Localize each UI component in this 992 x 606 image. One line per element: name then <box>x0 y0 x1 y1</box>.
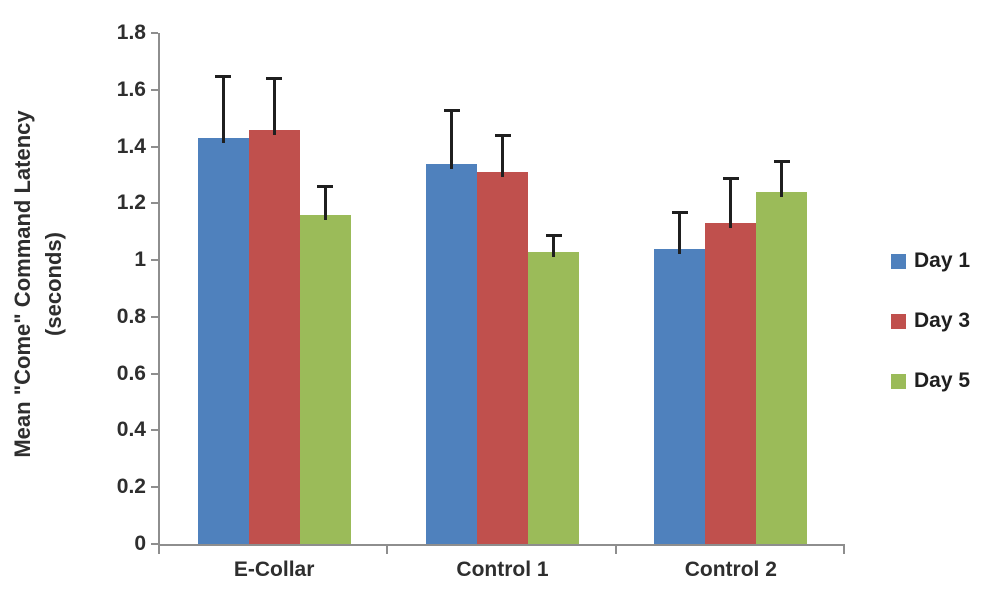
y-tick-label: 0 <box>134 532 146 555</box>
x-axis-line <box>158 544 845 546</box>
legend-label: Day 5 <box>914 369 971 392</box>
error-bar-line <box>450 109 453 169</box>
y-tick-label: 0.2 <box>116 475 146 499</box>
x-tick-mark <box>158 544 160 554</box>
bar-day3-e-collar <box>248 129 300 544</box>
y-tick-mark <box>151 315 158 318</box>
error-bar-line <box>678 211 682 254</box>
error-bar-cap <box>266 77 283 81</box>
x-tick-mark <box>386 544 389 554</box>
y-tick-label: 1.8 <box>116 21 146 44</box>
y-tick-mark <box>151 32 158 34</box>
legend-item-day-1: Day 1 <box>891 249 970 273</box>
y-tick-mark <box>151 543 158 545</box>
y-tick-mark <box>151 145 158 148</box>
bar-day3-control2 <box>705 223 757 544</box>
error-bar-line <box>272 78 276 135</box>
y-tick-mark <box>151 202 158 205</box>
y-axis-line <box>158 33 160 546</box>
error-bar-cap <box>494 134 511 138</box>
x-category-label: Control 2 <box>684 558 777 581</box>
error-bar-line <box>501 135 504 178</box>
y-tick-mark <box>151 486 158 489</box>
legend-item-day-5: Day 5 <box>891 369 970 393</box>
legend-label: Day 3 <box>914 309 971 332</box>
bar-day1-control1 <box>426 163 477 544</box>
bar-day3-control1 <box>477 172 528 544</box>
error-bar-line <box>221 75 225 144</box>
error-bar-cap <box>722 176 739 180</box>
y-tick-label: 0.6 <box>116 361 146 385</box>
y-tick-mark <box>151 429 158 432</box>
error-bar-cap <box>443 108 460 112</box>
error-bar-line <box>323 186 327 220</box>
error-bar-cap <box>545 233 562 237</box>
legend-label: Day 1 <box>914 249 971 272</box>
y-tick-label: 1.2 <box>116 191 146 215</box>
y-tick-label: 0.8 <box>116 304 146 328</box>
error-bar-line <box>780 160 784 197</box>
y-tick-mark <box>151 259 158 262</box>
bar-day1-control2 <box>654 248 706 544</box>
error-bar-cap <box>773 159 790 163</box>
bar-day1-e-collar <box>197 138 249 544</box>
x-category-label: Control 1 <box>456 558 549 581</box>
error-bar-line <box>729 177 733 229</box>
y-tick-label: 1 <box>134 248 146 272</box>
y-tick-mark <box>151 372 158 375</box>
x-tick-mark <box>614 544 617 554</box>
legend-swatch-icon <box>891 313 906 329</box>
y-tick-label: 1.6 <box>116 77 146 101</box>
legend-swatch-icon <box>891 373 906 389</box>
legend-swatch-icon <box>891 253 906 269</box>
y-tick-label: 0.4 <box>116 418 146 442</box>
error-bar-cap <box>215 74 232 78</box>
x-category-label: E-Collar <box>233 558 315 581</box>
x-tick-mark <box>843 544 845 554</box>
y-tick-mark <box>151 88 158 91</box>
error-bar-cap <box>317 185 334 189</box>
chart-legend: Day 1 Day 3 Day 5 <box>891 249 970 429</box>
error-bar-line <box>552 234 555 257</box>
y-tick-label: 1.4 <box>116 134 146 158</box>
bar-day5-control2 <box>756 191 808 544</box>
error-bar-cap <box>671 210 688 214</box>
bar-day5-e-collar <box>299 214 351 544</box>
legend-item-day-3: Day 3 <box>891 309 970 333</box>
bar-day5-control1 <box>528 251 579 544</box>
